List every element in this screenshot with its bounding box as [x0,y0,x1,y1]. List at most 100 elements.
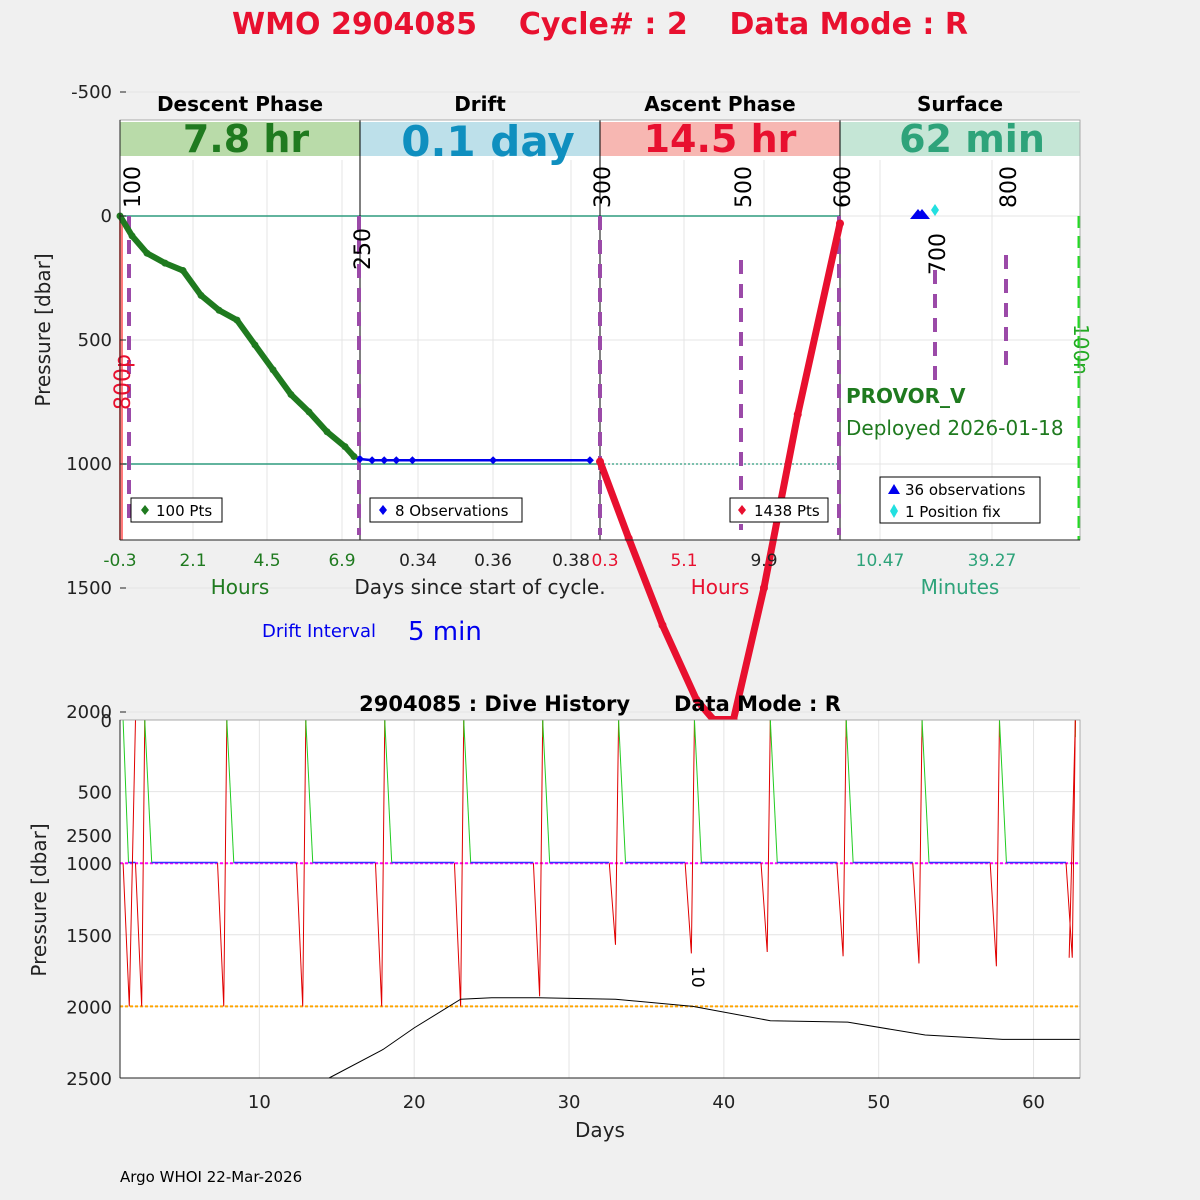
ascent-trace [1065,719,1076,958]
descent-trace [463,719,472,864]
descent-point [128,232,136,240]
ascent-trace [217,719,228,1007]
descent-point [215,306,223,314]
drift-point [368,456,377,465]
ascent-trace [374,719,386,1007]
top-ytick-label: 0 [101,206,112,227]
drift-point [408,456,417,465]
descent-point [269,366,277,374]
drift-point [392,456,401,465]
descent-point [287,391,295,399]
top-ytick-label: 1000 [66,454,112,475]
bottom-ylabel: Pressure [dbar] [27,823,51,976]
ascent-point [793,410,802,419]
ascent-trace [134,719,146,1007]
descent-trace [305,719,314,864]
phase-title-ascent: Ascent Phase [644,92,795,116]
bathymetry-line [328,997,1080,1079]
ascent-point [836,219,844,228]
descent-point [251,341,259,349]
label-800: 800 [997,166,1022,208]
descent-trace [998,719,1007,864]
xtick-ascent-2: 9.9 [750,551,777,571]
ascent-point [658,621,667,630]
xtick-drift-1: 0.36 [474,551,512,571]
bottom-ytick-label: 2000 [66,997,112,1018]
bottom-ytick-label: 0 [101,711,112,732]
label-100n: 100n [1069,324,1093,375]
duration-ascent: 14.5 hr [644,117,797,161]
xtick-descent-0: -0.3 [103,551,136,571]
deployed-date: Deployed 2026-01-18 [846,416,1064,440]
descent-trace [845,719,854,864]
bottom-ytick-label: 1000 [66,854,112,875]
xtick-descent-3: 6.9 [328,551,355,571]
drift-point [380,456,389,465]
top-series [116,212,844,724]
ascent-trace [122,719,136,1007]
descent-point [305,408,313,416]
bottom-ytick-label: 1500 [66,926,112,947]
label-700: 700 [926,233,951,275]
bottom-xtick-label: 20 [403,1092,426,1113]
band-descent [120,122,360,156]
top-ytick-label: 1500 [66,578,112,599]
legend-surface-label-1: 36 observations [905,481,1026,499]
bottom-ytick-label: 2500 [66,1069,112,1090]
descent-point [179,267,187,275]
ascent-trace [684,719,695,954]
descent-trace [769,719,778,864]
bottom-chart: 2904085 : Dive History Data Mode : R 10 … [27,692,1081,1142]
descent-trace [122,719,130,864]
descent-point [350,453,358,461]
ascent-trace [912,719,923,964]
surface-observation-marker-2 [914,209,930,219]
xtick-surface-1: 39.27 [968,551,1017,571]
xtick-descent-2: 4.5 [253,551,280,571]
top-ytick-label: 500 [78,330,112,351]
descent-trace [384,719,393,864]
descent-trace [693,719,702,864]
ascent-trace [989,719,1000,967]
bottom-xtick-label: 30 [558,1092,581,1113]
ascent-trace [296,719,307,1007]
legend-surface-label-2: 1 Position fix [905,503,1001,521]
descent-point [233,316,241,324]
descent-point [341,443,349,451]
drift-interval-label: Drift Interval [262,621,376,642]
legend-drift: 8 Observations [369,497,523,523]
descent-point [161,259,169,267]
float-type: PROVOR_V [846,384,966,408]
ascent-point [624,534,633,543]
label-600: 600 [831,166,856,208]
label-300: 300 [591,166,616,208]
ascent-point [759,584,768,592]
phase-title-surface: Surface [917,92,1003,116]
xtick-drift-2: 0.38 [552,551,590,571]
label-250: 250 [351,228,376,270]
legend-surface: 36 observations 1 Position fix [879,476,1041,524]
top-chart: Descent Phase Drift Ascent Phase Surface… [31,82,1093,847]
phase-title-descent: Descent Phase [157,92,323,116]
drift-point [356,455,364,464]
ascent-trace [1068,719,1076,958]
bottom-xtick-label: 10 [248,1092,271,1113]
drift-point [489,456,498,465]
bottom-xlabel: Days [575,1118,625,1142]
ascent-trace [836,719,847,957]
bottom-xtick-label: 50 [867,1092,890,1113]
footer: Argo WHOI 22-Mar-2026 [120,1168,302,1186]
legend-drift-label: 8 Observations [395,502,509,520]
duration-surface: 62 min [899,117,1045,161]
top-ytick-label: 2500 [66,826,112,847]
xtick-ascent-0: 0.3 [591,551,618,571]
label-800p: 800p [111,354,136,410]
label-100: 100 [121,166,146,208]
descent-point [143,249,151,257]
band-surface [840,122,1080,156]
ascent-trace [453,719,465,1007]
position-fix-marker [931,204,939,216]
xtick-ascent-1: 5.1 [670,551,697,571]
ascent-trace [608,719,620,945]
bottom-xticks: 10 20 30 40 50 60 [248,1092,1045,1113]
